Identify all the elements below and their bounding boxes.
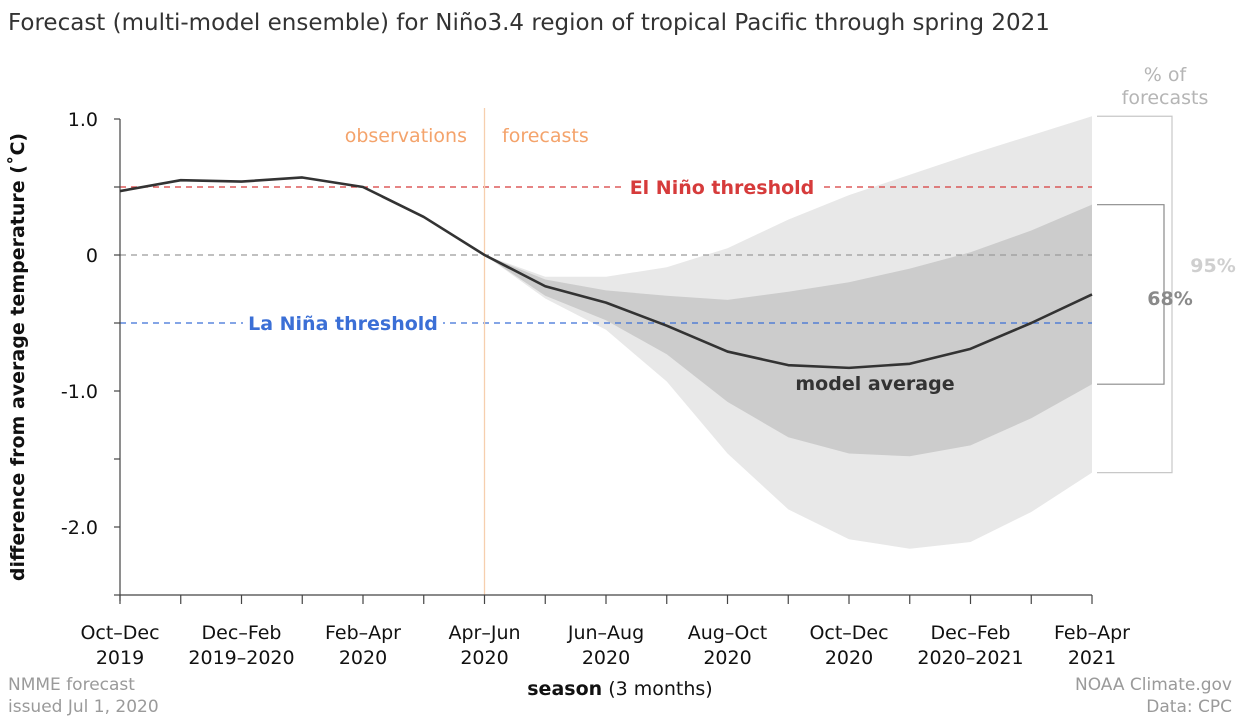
footer-left: NMME forecast issued Jul 1, 2020	[8, 674, 159, 718]
bands-legend-title-line2: forecasts	[1121, 87, 1209, 109]
x-tick-label-line2: 2021	[1068, 647, 1116, 669]
x-tick-label-line1: Apr–Jun	[448, 622, 520, 644]
bands-legend-title: % of forecasts	[1100, 64, 1230, 110]
footer-left-line1: NMME forecast	[8, 675, 135, 695]
x-tick-label-line2: 2020	[339, 647, 387, 669]
x-tick-label-line1: Dec–Feb	[202, 622, 282, 644]
el-nino-threshold-label: El Niño threshold	[630, 177, 815, 199]
band-95-label: 95%	[1190, 255, 1235, 277]
y-tick-label: 1.0	[68, 109, 98, 131]
x-tick-label-line1: Feb–Apr	[325, 622, 401, 644]
el-nino-threshold-label-bg	[622, 175, 822, 199]
x-axis-title-bold: season	[527, 678, 603, 700]
la-nina-threshold-label: La Niña threshold	[248, 313, 438, 335]
x-tick-label-line1: Jun–Aug	[567, 622, 644, 644]
x-tick-label-line2: 2019	[96, 647, 144, 669]
model-average-label: model average	[795, 373, 954, 395]
x-tick-label-line2: 2020	[460, 647, 508, 669]
x-tick-label-line2: 2019–2020	[188, 647, 294, 669]
x-axis-title-rest: (3 months)	[608, 678, 713, 700]
forecasts-label: forecasts	[502, 125, 589, 147]
chart-labels: El Niño threshold La Niña threshold observ…	[243, 115, 1236, 474]
x-tick-label-line2: 2020	[825, 647, 873, 669]
uncertainty-bands	[484, 116, 1092, 549]
la-nina-threshold-label-bg	[243, 311, 443, 335]
x-tick-label-line1: Aug–Oct	[688, 622, 767, 644]
x-tick-label-line1: Feb–Apr	[1054, 622, 1130, 644]
x-tick-label-line1: Dec–Feb	[931, 622, 1011, 644]
x-tick-label-line2: 2020–2021	[917, 647, 1023, 669]
observations-label: observations	[345, 125, 467, 147]
footer-left-line2: issued Jul 1, 2020	[8, 697, 159, 717]
band-68-label: 68%	[1147, 288, 1192, 310]
series	[119, 176, 1093, 370]
x-tick-label-line2: 2020	[703, 647, 751, 669]
x-tick-label-line1: Oct–Dec	[80, 622, 159, 644]
band-95-bracket	[1097, 115, 1173, 474]
band-68-bracket	[1097, 204, 1165, 385]
x-tick-label-line2: 2020	[582, 647, 630, 669]
model-average-line	[119, 176, 1093, 370]
reference-lines	[120, 108, 1092, 595]
y-axis-title: difference from average temperature (˚C)	[6, 133, 29, 581]
y-tick-label: 0	[86, 245, 98, 267]
axes: 1.0 0 -1.0 -2.0 Oct–Dec 2019 Dec–Feb 2019–2020 F…	[6, 109, 1130, 669]
x-axis-title: season (3 months)	[0, 678, 1240, 700]
footer-right-line2: Data: CPC	[1146, 697, 1232, 717]
chart-title: Forecast (multi-model ensemble) for Niño…	[8, 10, 1050, 36]
bands-legend-title-line1: % of	[1143, 64, 1187, 86]
y-tick-label: -1.0	[61, 381, 98, 403]
footer-right-line1: NOAA Climate.gov	[1074, 675, 1232, 695]
y-tick-label: -2.0	[61, 517, 98, 539]
x-tick-label-line1: Oct–Dec	[809, 622, 888, 644]
band-68-area	[484, 204, 1092, 457]
footer-right: NOAA Climate.gov Data: CPC	[1075, 674, 1232, 718]
